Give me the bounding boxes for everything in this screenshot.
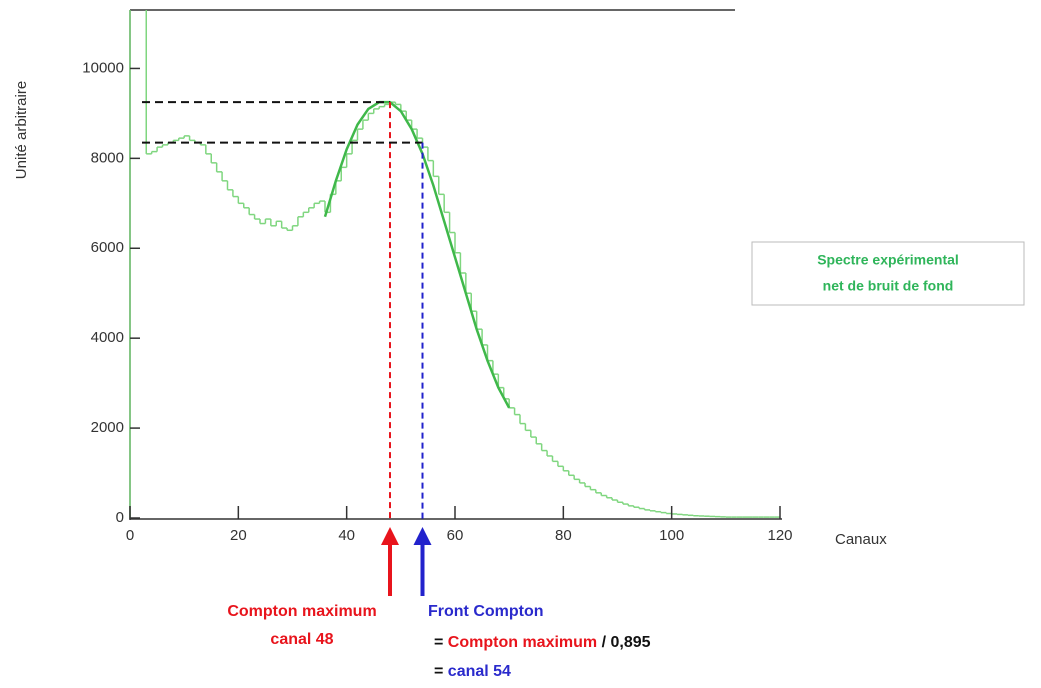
annotation: canal 54 (448, 663, 511, 680)
arrow-head (413, 527, 432, 545)
y-tick-label: 10000 (82, 59, 124, 76)
legend-line: net de bruit de fond (823, 278, 954, 294)
annotation: / 0,895 (602, 634, 651, 651)
plot-area (129, 10, 780, 518)
arrow-head (381, 527, 399, 545)
annotation: Compton maximum (448, 634, 597, 651)
y-tick-label: 8000 (91, 149, 124, 166)
x-tick-label: 80 (555, 527, 572, 544)
x-tick-label: 20 (230, 527, 247, 544)
y-axis-label: Unité arbitraire (13, 81, 30, 179)
annotation: canal 48 (270, 631, 333, 648)
y-tick-label: 4000 (91, 329, 124, 346)
annotation-line: = canal 54 (434, 663, 511, 680)
x-axis-label: Canaux (835, 531, 887, 548)
annotation: = (434, 634, 443, 651)
x-tick-label: 40 (338, 527, 355, 544)
x-tick-label: 120 (767, 527, 792, 544)
x-tick-label: 0 (126, 527, 134, 544)
y-tick-label: 0 (116, 509, 124, 526)
x-tick-label: 60 (447, 527, 464, 544)
annotation: Compton maximum (227, 603, 376, 620)
y-tick-label: 2000 (91, 419, 124, 436)
legend-line: Spectre expérimental (817, 252, 959, 268)
x-tick-label: 100 (659, 527, 684, 544)
fit-curve (323, 100, 511, 409)
annotation: Front Compton (428, 603, 544, 620)
y-tick-label: 6000 (91, 239, 124, 256)
annotation: = (434, 663, 443, 680)
legend-box (751, 241, 1025, 306)
annotation-line: = Compton maximum / 0,895 (434, 634, 651, 651)
